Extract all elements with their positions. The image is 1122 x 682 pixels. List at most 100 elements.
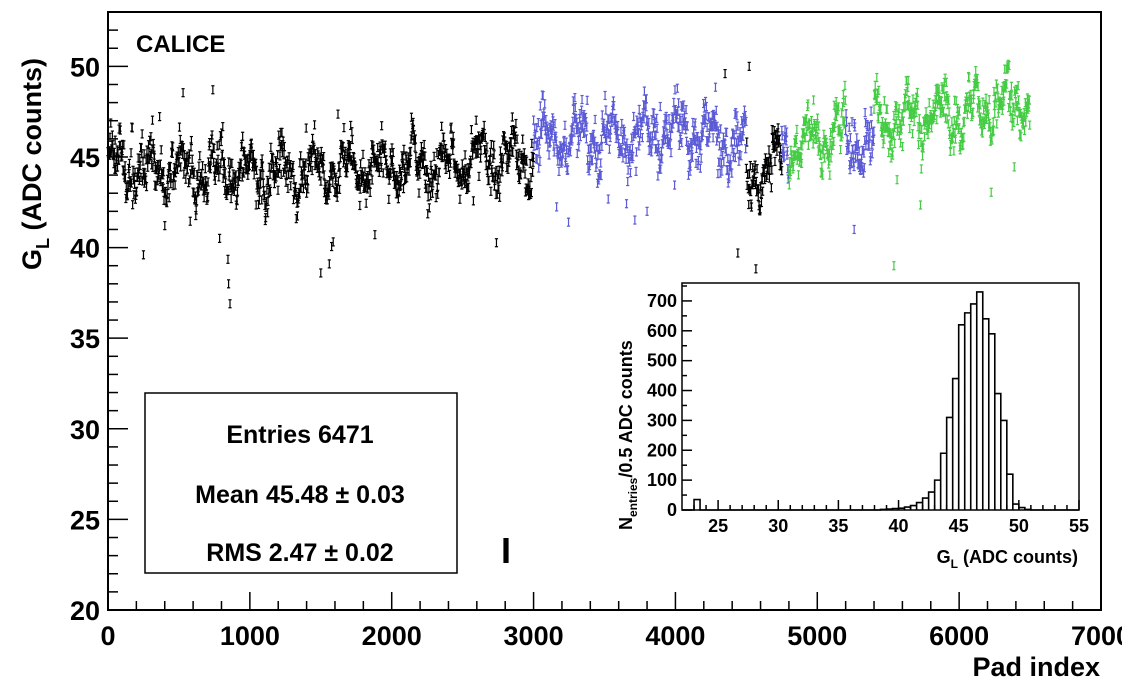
data-point bbox=[995, 119, 999, 129]
data-point bbox=[310, 165, 314, 176]
data-point bbox=[563, 120, 567, 130]
data-point bbox=[672, 180, 677, 190]
data-point bbox=[173, 180, 177, 190]
data-point bbox=[478, 153, 483, 163]
data-point bbox=[843, 80, 847, 91]
data-point bbox=[387, 194, 391, 204]
data-point bbox=[189, 135, 194, 146]
data-point bbox=[122, 140, 126, 150]
data-point bbox=[265, 185, 269, 195]
y-tick-label: 30 bbox=[70, 415, 100, 445]
data-point bbox=[634, 147, 639, 157]
data-point bbox=[510, 112, 514, 122]
data-point bbox=[850, 117, 854, 127]
data-point bbox=[381, 168, 385, 178]
data-point bbox=[552, 147, 556, 157]
stats-mean: Mean 45.48 ± 0.03 bbox=[195, 481, 405, 509]
data-point bbox=[696, 155, 701, 166]
data-point bbox=[312, 120, 317, 130]
data-point bbox=[637, 104, 641, 115]
data-point bbox=[916, 140, 921, 150]
data-point bbox=[872, 104, 876, 114]
data-point bbox=[227, 167, 232, 177]
data-point bbox=[440, 121, 444, 131]
data-point bbox=[917, 114, 921, 124]
data-point bbox=[304, 158, 308, 168]
data-point bbox=[806, 140, 810, 150]
data-point bbox=[138, 160, 142, 170]
data-point bbox=[223, 168, 227, 178]
data-point bbox=[795, 124, 799, 135]
data-point bbox=[343, 146, 347, 156]
data-point bbox=[892, 110, 896, 121]
data-point bbox=[873, 80, 877, 90]
x-tick-label: 0 bbox=[100, 621, 115, 651]
data-point bbox=[893, 138, 897, 149]
data-point bbox=[469, 125, 474, 135]
data-point bbox=[531, 115, 536, 125]
inset-y-tick-label: 500 bbox=[647, 351, 677, 371]
data-point bbox=[767, 173, 771, 183]
data-point bbox=[295, 211, 300, 221]
data-point bbox=[278, 151, 282, 161]
data-point bbox=[268, 186, 273, 196]
x-axis-label: Pad index bbox=[972, 652, 1100, 682]
data-point bbox=[140, 129, 144, 139]
data-point bbox=[260, 161, 265, 171]
data-point bbox=[705, 122, 709, 133]
inset-y-label-sub: entries bbox=[626, 477, 640, 517]
data-point bbox=[212, 143, 216, 154]
data-point bbox=[235, 196, 239, 206]
data-point bbox=[264, 213, 268, 223]
data-point bbox=[192, 167, 196, 177]
stats-rms: RMS 2.47 ± 0.02 bbox=[206, 539, 393, 567]
data-point bbox=[645, 206, 649, 216]
data-point bbox=[301, 184, 306, 194]
data-point bbox=[316, 150, 320, 160]
x-tick-label: 1000 bbox=[220, 621, 280, 651]
data-point bbox=[110, 130, 114, 140]
data-point bbox=[521, 134, 525, 144]
main-plot-frame bbox=[107, 11, 1102, 611]
data-point bbox=[322, 170, 326, 180]
data-point bbox=[266, 208, 270, 218]
data-point bbox=[262, 191, 267, 201]
data-point bbox=[342, 123, 346, 133]
data-point bbox=[208, 164, 213, 174]
x-tick-label: 5000 bbox=[787, 621, 847, 651]
data-point bbox=[134, 186, 139, 196]
data-point bbox=[624, 199, 629, 209]
data-point bbox=[286, 183, 290, 194]
data-point bbox=[853, 122, 857, 132]
data-point bbox=[863, 107, 867, 118]
data-point bbox=[716, 169, 720, 179]
data-point bbox=[200, 161, 205, 171]
data-point bbox=[141, 250, 146, 260]
data-point bbox=[168, 162, 172, 172]
data-point bbox=[331, 177, 335, 187]
inset-y-label-rest: /0.5 ADC counts bbox=[616, 340, 636, 477]
data-point bbox=[564, 152, 568, 163]
stats-entries: Entries 6471 bbox=[226, 421, 373, 449]
data-point bbox=[463, 150, 467, 160]
data-point bbox=[910, 129, 915, 139]
y-tick-label: 25 bbox=[70, 505, 100, 535]
inset-x-tick-label: 45 bbox=[949, 516, 969, 536]
inset-y-tick-label: 100 bbox=[647, 470, 677, 490]
data-point bbox=[334, 172, 338, 182]
data-point bbox=[221, 122, 225, 132]
data-point bbox=[213, 175, 217, 186]
data-point bbox=[603, 90, 607, 101]
data-point bbox=[284, 171, 288, 181]
data-point bbox=[266, 196, 270, 206]
data-point bbox=[1028, 120, 1032, 130]
x-tick-label: 7000 bbox=[1071, 621, 1122, 651]
inset-y-axis-label: Nentries/0.5 ADC counts bbox=[616, 340, 640, 530]
inset-x-tick-label: 55 bbox=[1069, 516, 1089, 536]
data-point bbox=[815, 113, 820, 123]
data-point bbox=[260, 195, 264, 205]
chart-title: CALICE bbox=[136, 31, 225, 58]
data-point bbox=[919, 164, 923, 174]
data-point bbox=[693, 118, 697, 128]
data-point bbox=[228, 299, 232, 309]
